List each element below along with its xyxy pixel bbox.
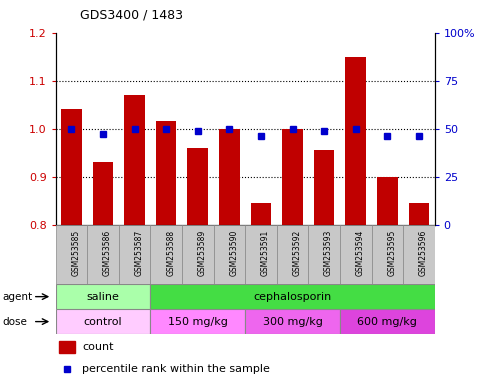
- Bar: [150, 309, 245, 334]
- Bar: [245, 309, 340, 334]
- Bar: [345, 57, 366, 225]
- Text: 300 mg/kg: 300 mg/kg: [263, 316, 323, 327]
- Text: agent: agent: [2, 291, 32, 302]
- Text: GSM253593: GSM253593: [324, 229, 333, 276]
- Bar: [150, 225, 182, 284]
- Text: 150 mg/kg: 150 mg/kg: [168, 316, 227, 327]
- Bar: [371, 225, 403, 284]
- Bar: [277, 225, 308, 284]
- Bar: [282, 129, 303, 225]
- Text: cephalosporin: cephalosporin: [254, 291, 332, 302]
- Text: count: count: [82, 342, 114, 352]
- Bar: [213, 225, 245, 284]
- Bar: [187, 148, 208, 225]
- Text: saline: saline: [86, 291, 119, 302]
- Text: GSM253590: GSM253590: [229, 229, 238, 276]
- Bar: [156, 121, 176, 225]
- Bar: [61, 109, 82, 225]
- Text: GSM253591: GSM253591: [261, 229, 270, 276]
- Bar: [251, 203, 271, 225]
- Bar: [403, 225, 435, 284]
- Text: GSM253586: GSM253586: [103, 229, 112, 276]
- Text: control: control: [84, 316, 122, 327]
- Text: percentile rank within the sample: percentile rank within the sample: [82, 364, 270, 374]
- Bar: [219, 129, 240, 225]
- Bar: [308, 225, 340, 284]
- Text: dose: dose: [2, 316, 28, 327]
- Bar: [87, 225, 119, 284]
- Bar: [150, 284, 435, 309]
- Bar: [377, 177, 398, 225]
- Text: GSM253596: GSM253596: [419, 229, 428, 276]
- Bar: [409, 203, 429, 225]
- Text: GSM253588: GSM253588: [166, 229, 175, 276]
- Text: 600 mg/kg: 600 mg/kg: [357, 316, 417, 327]
- Bar: [340, 309, 435, 334]
- Text: GDS3400 / 1483: GDS3400 / 1483: [80, 8, 183, 21]
- Bar: [93, 162, 113, 225]
- Bar: [182, 225, 213, 284]
- Bar: [59, 341, 74, 353]
- Text: GSM253594: GSM253594: [355, 229, 365, 276]
- Text: GSM253595: GSM253595: [387, 229, 397, 276]
- Bar: [56, 284, 150, 309]
- Bar: [124, 95, 145, 225]
- Bar: [119, 225, 150, 284]
- Text: GSM253589: GSM253589: [198, 229, 207, 276]
- Bar: [56, 309, 150, 334]
- Bar: [314, 150, 334, 225]
- Text: GSM253585: GSM253585: [71, 229, 80, 276]
- Bar: [340, 225, 371, 284]
- Bar: [245, 225, 277, 284]
- Text: GSM253587: GSM253587: [135, 229, 143, 276]
- Bar: [56, 225, 87, 284]
- Text: GSM253592: GSM253592: [293, 229, 301, 276]
